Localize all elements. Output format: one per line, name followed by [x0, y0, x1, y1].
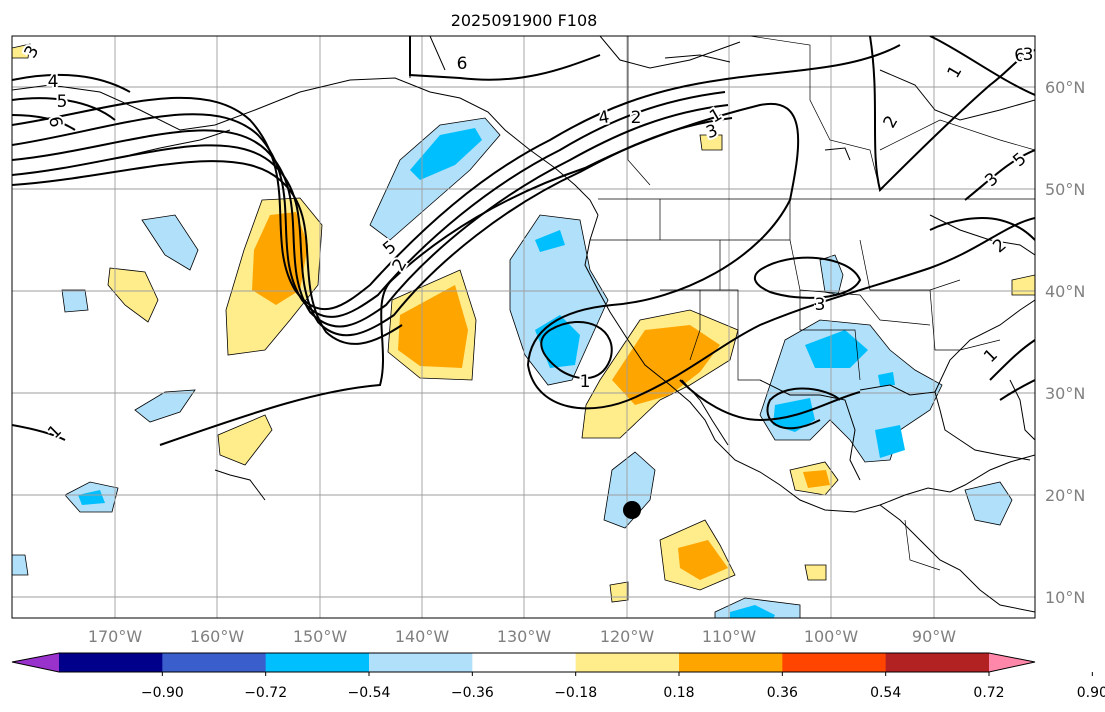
negative-anomaly-area: [12, 554, 29, 576]
lon-label: 90°W: [912, 627, 956, 646]
colorbar-segment: [162, 653, 267, 672]
colorbar-tick-label: 0.72: [973, 685, 1004, 701]
negative-anomaly-area: [819, 254, 844, 296]
contour-label: 3: [815, 295, 826, 315]
contour-label: 1: [580, 372, 591, 392]
negative-anomaly-core: [78, 490, 105, 505]
lon-label: 100°W: [804, 627, 859, 646]
latitude-labels: 60°N 50°N 40°N 30°N 20°N 10°N: [1045, 78, 1085, 607]
positive-anomaly-area: [1011, 274, 1035, 296]
lon-label: 130°W: [497, 627, 552, 646]
positive-anomaly-core: [803, 470, 830, 488]
positive-anomaly-area: [12, 43, 31, 59]
positive-anomaly-area: [699, 134, 723, 151]
negative-anomaly-core: [805, 330, 868, 368]
colorbar-segment: [782, 653, 887, 672]
contour-label: 5: [57, 92, 68, 112]
colorbar-segment: [679, 653, 783, 672]
colorbar-tick-label: −0.72: [244, 685, 287, 701]
colorbar-tick-label: 0.90: [1077, 685, 1105, 701]
colorbar-segment: [369, 653, 473, 672]
lat-label: 60°N: [1045, 78, 1085, 97]
colorbar-segment: [265, 653, 370, 672]
colorbar-segment: [472, 653, 577, 672]
colorbar-tick-label: 0.54: [870, 685, 901, 701]
lon-label: 140°W: [395, 627, 450, 646]
colorbar-extend-high: [989, 653, 1035, 672]
lat-label: 50°N: [1045, 180, 1085, 199]
lon-label: 120°W: [600, 627, 655, 646]
positive-anomaly-area: [609, 581, 629, 603]
colorbar-tick-label: 0.36: [767, 685, 798, 701]
colorbar-outline: [11, 652, 1036, 673]
colorbar-tick-label: −0.18: [554, 685, 597, 701]
colorbar: −0.90 −0.72 −0.54 −0.36 −0.18 0.18 0.36 0.54 0.7…: [11, 652, 1105, 701]
positive-anomaly-core: [398, 285, 468, 368]
storm-center-marker: [623, 501, 641, 519]
lat-label: 40°N: [1045, 282, 1085, 301]
lon-label: 160°W: [190, 627, 245, 646]
positive-anomaly-area: [107, 267, 159, 323]
positive-anomaly-area: [804, 564, 827, 581]
colorbar-segment: [575, 653, 680, 672]
positive-anomaly-area: [217, 414, 273, 466]
height-contours: [12, 36, 1035, 446]
negative-anomaly-core: [535, 230, 565, 252]
positive-anomaly-core: [678, 540, 728, 580]
positive-anomaly-core: [612, 325, 720, 405]
contour-label: 6: [457, 54, 468, 74]
contour-label: 4: [48, 72, 59, 92]
map-frame: [11, 35, 1036, 619]
negative-anomaly-core: [730, 605, 775, 618]
colorbar-tick-label: −0.90: [141, 685, 184, 701]
negative-anomaly-core: [410, 128, 482, 180]
lat-label: 20°N: [1045, 486, 1085, 505]
figure-title: 2025091900 F108: [451, 11, 598, 30]
contour-label: 3: [1023, 45, 1034, 65]
negative-anomaly-area: [61, 289, 89, 313]
negative-anomaly-area: [141, 214, 199, 271]
contour-label: 2: [631, 108, 642, 128]
negative-anomaly-area: [134, 389, 196, 423]
longitude-labels: 170°W 160°W 150°W 140°W 130°W 120°W 110°…: [88, 627, 956, 646]
lon-label: 110°W: [702, 627, 757, 646]
colorbar-tick-label: 0.18: [663, 685, 694, 701]
anomaly-shading: [12, 43, 1035, 618]
colorbar-tick-label: −0.36: [451, 685, 494, 701]
gridlines: [12, 36, 1035, 618]
lat-label: 30°N: [1045, 384, 1085, 403]
colorbar-tick-label: −0.54: [348, 685, 391, 701]
lon-label: 170°W: [88, 627, 143, 646]
negative-anomaly-area: [964, 481, 1013, 526]
colorbar-extend-low: [12, 653, 59, 672]
lat-label: 10°N: [1045, 588, 1085, 607]
negative-anomaly-area: [603, 451, 656, 529]
negative-anomaly-core: [875, 425, 905, 458]
lon-label: 150°W: [293, 627, 348, 646]
colorbar-segment: [885, 653, 990, 672]
negative-anomaly-core: [878, 372, 895, 386]
colorbar-segment: [59, 653, 163, 672]
